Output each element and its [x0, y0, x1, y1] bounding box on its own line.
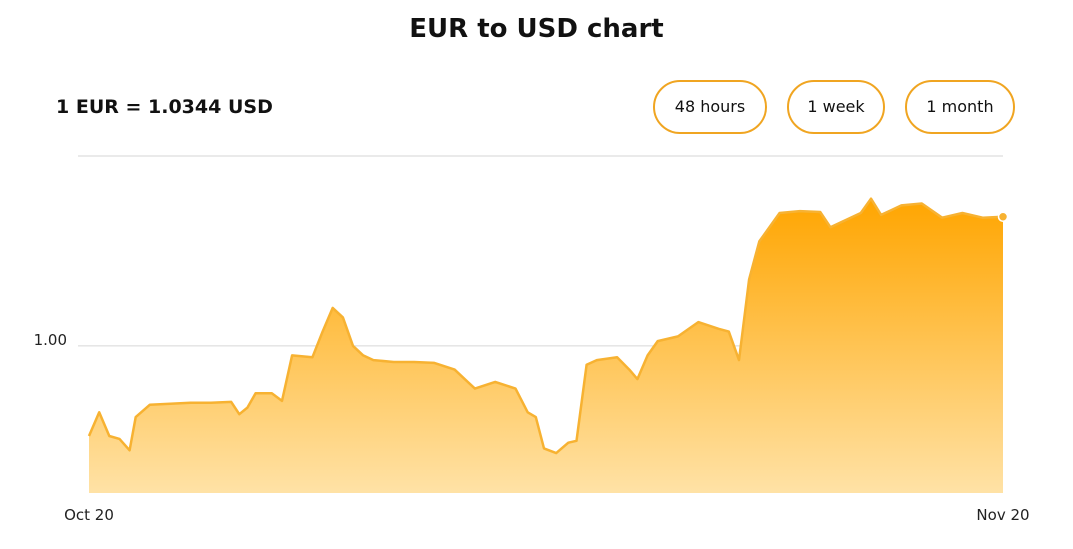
x-tick-label: Oct 20 [64, 506, 114, 524]
range-1-month-button[interactable]: 1 month [905, 80, 1015, 134]
exchange-rate-text: 1 EUR = 1.0344 USD [56, 96, 273, 118]
range-48-hours-button[interactable]: 48 hours [653, 80, 767, 134]
x-tick-label: Nov 20 [976, 506, 1029, 524]
rate-series-line [87, 197, 1004, 455]
y-tick-label: 1.00 [34, 331, 67, 349]
latest-rate-point[interactable] [997, 211, 1009, 223]
rate-area-fill [89, 198, 1003, 493]
range-1-week-button[interactable]: 1 week [787, 80, 885, 134]
page-title: EUR to USD chart [409, 14, 664, 44]
